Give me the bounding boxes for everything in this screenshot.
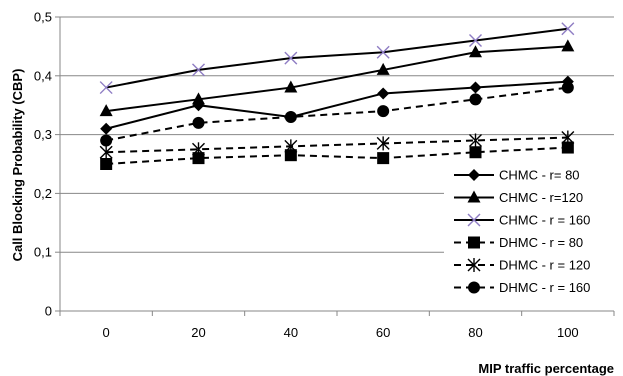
data-point <box>284 139 298 154</box>
data-point <box>99 81 113 95</box>
data-point <box>561 39 575 52</box>
legend-label: DHMC - r = 120 <box>499 258 590 273</box>
y-tick-label: 0,3 <box>34 127 52 142</box>
x-tick-label: 20 <box>191 325 205 340</box>
data-point <box>100 134 113 147</box>
legend-label: CHMC - r= 80 <box>499 168 580 183</box>
legend-entry: DHMC - r = 160 <box>454 280 590 295</box>
data-point <box>469 34 482 48</box>
data-point <box>561 141 574 154</box>
data-point <box>561 81 574 94</box>
series-2 <box>99 39 575 117</box>
series-1 <box>100 75 574 135</box>
legend-marker <box>468 169 480 181</box>
data-point <box>284 110 297 123</box>
series-line <box>106 45 568 113</box>
axes: 0 0,1 0,2 0,3 0,4 0,5 0 20 40 60 80 100 <box>34 10 615 340</box>
data-point <box>561 130 575 145</box>
data-point <box>284 51 298 65</box>
data-point <box>100 122 113 135</box>
x-tick-label: 60 <box>376 325 390 340</box>
data-point <box>99 145 113 160</box>
data-point <box>99 104 113 117</box>
legend-marker <box>467 258 481 272</box>
y-tick-label: 0,4 <box>34 68 52 83</box>
legend-marker <box>468 236 480 249</box>
series-group <box>99 22 575 170</box>
series-4 <box>100 141 574 170</box>
data-point <box>192 152 205 165</box>
legend-marker <box>467 213 481 227</box>
data-point <box>561 22 575 36</box>
legend-label: DHMC - r = 160 <box>499 280 590 295</box>
x-tick-label: 40 <box>284 325 298 340</box>
legend-marker <box>468 281 480 294</box>
legend-label: DHMC - r = 80 <box>499 235 583 250</box>
data-point <box>469 45 482 58</box>
data-point <box>284 80 298 93</box>
data-point <box>376 136 390 151</box>
x-tick-label: 80 <box>468 325 482 340</box>
data-point <box>192 92 205 105</box>
data-point <box>469 81 482 94</box>
series-line <box>105 86 568 142</box>
data-point <box>376 62 390 75</box>
y-tick-label: 0,1 <box>34 245 52 260</box>
x-tick-label: 0 <box>103 325 110 340</box>
legend-marker <box>467 190 481 203</box>
legend-label: CHMC - r = 160 <box>499 213 590 228</box>
data-point <box>377 105 390 118</box>
data-point <box>469 133 482 148</box>
legend-label: CHMC - r=120 <box>499 190 583 205</box>
data-point <box>377 87 390 100</box>
x-axis-title: MIP traffic percentage <box>478 361 614 376</box>
legend-entry: CHMC - r = 160 <box>454 213 590 228</box>
data-point <box>192 116 205 129</box>
legend-entry: CHMC - r= 80 <box>454 168 580 183</box>
data-point <box>192 63 205 77</box>
y-tick-label: 0 <box>45 304 52 319</box>
legend-entry: DHMC - r = 120 <box>454 258 590 273</box>
data-point <box>284 149 297 162</box>
y-axis-title: Call Blocking Probability (CBP) <box>10 69 25 262</box>
data-point <box>469 146 482 159</box>
data-point <box>377 152 390 165</box>
data-point <box>469 93 482 106</box>
legend-entry: DHMC - r = 80 <box>454 235 583 250</box>
data-point <box>100 158 113 170</box>
series-line <box>106 136 568 154</box>
x-tick-label: 100 <box>557 325 579 340</box>
series-line <box>106 146 568 165</box>
series-5 <box>99 130 575 160</box>
y-tick-label: 0,5 <box>34 10 52 25</box>
series-6 <box>100 81 574 147</box>
data-point <box>192 142 205 157</box>
y-tick-label: 0,2 <box>34 186 52 201</box>
series-line <box>105 27 568 89</box>
legend-entry: CHMC - r=120 <box>454 190 583 205</box>
series-3 <box>99 22 575 95</box>
data-point <box>376 45 390 59</box>
series-line <box>105 80 568 130</box>
legend: CHMC - r= 80 CHMC - r=120 CHMC - r = 160 DH… <box>444 163 617 309</box>
